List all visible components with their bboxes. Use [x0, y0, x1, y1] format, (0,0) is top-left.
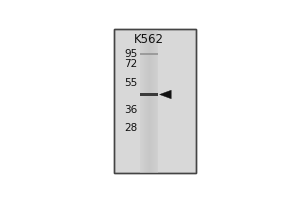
- Bar: [141, 29, 142, 173]
- Bar: [151, 29, 152, 173]
- Bar: [149, 29, 150, 173]
- Text: 36: 36: [124, 105, 137, 115]
- Text: 95: 95: [124, 49, 137, 59]
- Bar: [143, 29, 145, 173]
- Bar: [145, 29, 146, 173]
- Bar: [152, 29, 153, 173]
- Bar: [154, 29, 155, 173]
- Bar: [114, 29, 196, 173]
- Bar: [140, 53, 158, 55]
- Bar: [142, 29, 143, 173]
- Bar: [150, 29, 151, 173]
- Bar: [156, 29, 157, 173]
- Bar: [147, 29, 148, 173]
- Bar: [157, 29, 158, 173]
- Bar: [140, 29, 141, 173]
- Text: 55: 55: [124, 78, 137, 88]
- Bar: [153, 29, 154, 173]
- Bar: [140, 93, 158, 96]
- Bar: [114, 29, 196, 173]
- Text: 72: 72: [124, 59, 137, 69]
- Bar: [148, 29, 149, 173]
- Bar: [155, 29, 156, 173]
- Text: K562: K562: [134, 33, 164, 46]
- Polygon shape: [160, 90, 171, 99]
- Bar: [140, 29, 158, 173]
- Bar: [146, 29, 147, 173]
- Text: 28: 28: [124, 123, 137, 133]
